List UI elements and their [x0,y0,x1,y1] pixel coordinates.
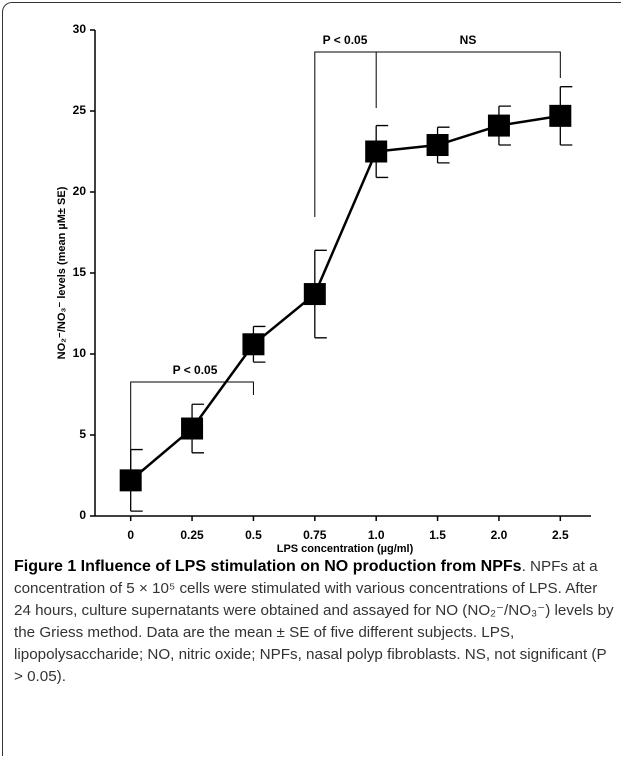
y-tick-label: 5 [79,427,86,441]
y-tick-label: 0 [79,508,86,522]
x-tick-label: 1.0 [368,528,385,542]
annotation: NS [460,33,477,47]
bracket [314,51,377,217]
y-tick-label: 25 [73,103,87,117]
marker [365,140,388,163]
x-tick-label: 1.5 [429,528,446,542]
marker [181,417,204,440]
marker [487,114,510,137]
marker [242,333,265,356]
y-axis-label: NO₂⁻/NO₃⁻ levels (mean µM± SE) [56,186,68,359]
x-tick-label: 2.5 [552,528,569,542]
bracket [376,51,561,78]
bracket [130,381,254,470]
chart: LPS concentration (µg/ml) NO₂⁻/NO₃⁻ leve… [56,22,591,555]
x-axis-label: LPS concentration (µg/ml) [277,543,414,555]
x-tick-label: 0 [127,528,134,542]
marker [119,469,142,492]
y-tick-label: 10 [73,346,87,360]
caption: Figure 1 Influence of LPS stimulation on… [14,556,614,688]
caption-text: . NPFs at a concentration of 5 × 10⁵ cel… [14,558,614,685]
x-tick-label: 2.0 [491,528,508,542]
x-tick-label: 0.5 [245,528,262,542]
y-tick-label: 15 [73,265,87,279]
annotation: P < 0.05 [323,33,368,47]
annotation: P < 0.05 [173,363,218,377]
marker [303,283,326,306]
marker [426,134,449,157]
caption-title: Figure 1 Influence of LPS stimulation on… [14,558,522,575]
x-tick-label: 0.25 [180,528,204,542]
x-tick-label: 0.75 [303,528,327,542]
marker [549,104,572,127]
y-tick-label: 20 [73,184,87,198]
y-tick-label: 30 [73,22,87,36]
